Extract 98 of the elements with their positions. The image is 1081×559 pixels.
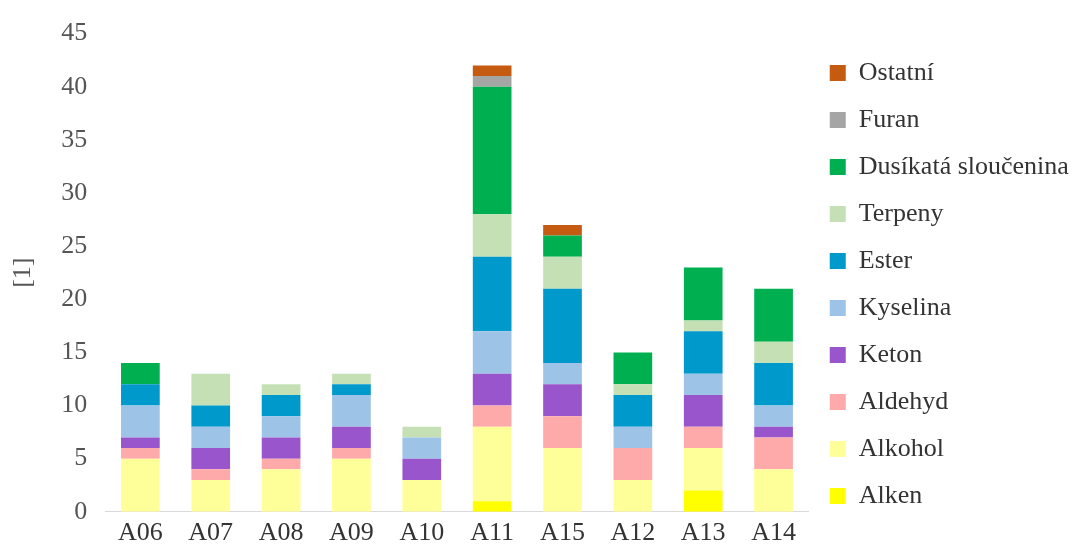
- legend-label: Alkohol: [858, 432, 944, 462]
- bar: [402, 479, 442, 512]
- y-tick-label: 30: [61, 176, 88, 206]
- bar: [261, 469, 301, 512]
- x-tick-label: A14: [751, 517, 796, 547]
- bar: [613, 394, 653, 427]
- legend-label: Keton: [858, 338, 923, 368]
- bar: [472, 373, 512, 406]
- x-tick-label: A13: [680, 517, 726, 547]
- bar: [472, 76, 512, 87]
- bar: [191, 373, 231, 406]
- bar: [754, 426, 793, 438]
- x-tick-label: A09: [329, 517, 374, 547]
- bar: [543, 288, 582, 364]
- bar: [191, 426, 231, 449]
- y-tick-label: 40: [61, 70, 88, 100]
- bar: [332, 448, 371, 459]
- legend-label: Ester: [858, 244, 913, 274]
- x-tick-label: A10: [399, 517, 445, 547]
- bar: [754, 405, 793, 427]
- bar: [332, 394, 371, 427]
- bar: [402, 426, 442, 438]
- bar: [121, 363, 160, 385]
- bar: [683, 267, 723, 321]
- bar: [472, 256, 512, 332]
- bar: [261, 394, 301, 417]
- bar: [613, 479, 653, 512]
- bar: [613, 448, 653, 480]
- bar: [543, 384, 582, 417]
- bar: [332, 426, 371, 449]
- bar: [332, 373, 371, 385]
- y-tick-label: 35: [61, 123, 88, 153]
- y-tick-label: 10: [61, 389, 88, 419]
- bar: [683, 331, 723, 374]
- bar: [261, 437, 301, 459]
- bar: [261, 384, 301, 395]
- legend-label: Kyselina: [858, 291, 952, 321]
- legend-label: Terpeny: [858, 197, 944, 227]
- bar: [754, 363, 793, 406]
- bar: [121, 405, 160, 438]
- bar: [191, 469, 231, 480]
- y-tick-label: 20: [61, 283, 88, 313]
- legend-label: Alken: [858, 479, 923, 509]
- x-tick-label: A11: [470, 517, 515, 547]
- bar: [191, 448, 231, 470]
- x-tick-label: A15: [540, 517, 585, 547]
- bar: [332, 384, 371, 395]
- y-tick-label: 15: [61, 336, 88, 366]
- bar: [683, 394, 723, 427]
- bar: [754, 437, 793, 470]
- y-tick-label: 45: [61, 17, 88, 47]
- bar: [543, 363, 582, 385]
- bar: [683, 448, 723, 491]
- bar: [402, 437, 442, 459]
- y-tick-label: 5: [74, 442, 88, 472]
- bar: [191, 479, 231, 512]
- bar: [472, 331, 512, 374]
- bar: [683, 426, 723, 449]
- bar: [543, 235, 582, 257]
- bar: [121, 384, 160, 406]
- bar: [543, 256, 582, 289]
- bar: [402, 458, 442, 480]
- x-tick-label: A08: [258, 517, 304, 547]
- x-tick-label: A12: [610, 517, 656, 547]
- bar: [613, 384, 653, 395]
- bar: [332, 458, 371, 512]
- y-tick-label: 0: [74, 495, 88, 525]
- bar: [543, 224, 582, 236]
- bar: [543, 448, 582, 512]
- bar: [472, 405, 512, 427]
- legend-label: Dusíkatá sloučenina: [858, 150, 1070, 180]
- y-tick-label: 25: [61, 229, 88, 259]
- bar: [121, 437, 160, 449]
- bar: [754, 341, 793, 364]
- bar: [683, 320, 723, 332]
- y-axis-title: [1]: [7, 257, 37, 288]
- bar: [683, 490, 723, 512]
- bar: [613, 352, 653, 385]
- bar: [754, 288, 793, 342]
- legend-label: Ostatní: [858, 56, 934, 86]
- bar: [472, 501, 512, 512]
- x-tick-label: A06: [117, 517, 163, 547]
- x-tick-label: A07: [188, 517, 234, 547]
- bar: [121, 448, 160, 459]
- bar: [121, 458, 160, 512]
- legend-label: Aldehyd: [858, 385, 949, 415]
- bar: [613, 426, 653, 449]
- bar: [472, 426, 512, 502]
- bar: [261, 416, 301, 438]
- bar: [472, 86, 512, 215]
- bar: [472, 65, 512, 77]
- bar: [683, 373, 723, 395]
- bar: [261, 458, 301, 470]
- legend-label: Furan: [858, 103, 920, 133]
- bar: [754, 469, 793, 512]
- bar: [543, 416, 582, 449]
- bar: [191, 405, 231, 427]
- bar: [472, 214, 512, 257]
